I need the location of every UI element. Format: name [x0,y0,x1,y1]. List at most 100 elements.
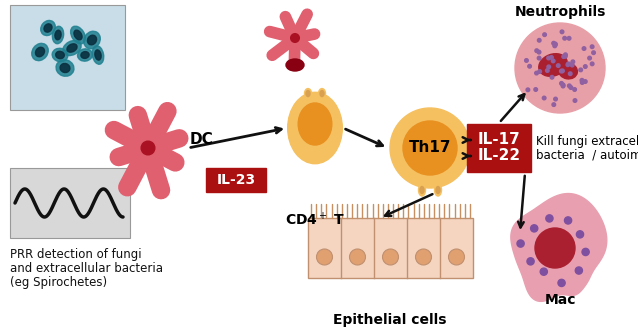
Circle shape [547,65,551,69]
Circle shape [552,103,556,107]
Circle shape [311,31,318,37]
Circle shape [537,39,541,42]
Circle shape [563,37,567,40]
Circle shape [590,62,594,66]
Text: DC: DC [190,133,214,147]
Circle shape [545,69,549,72]
Circle shape [558,279,565,286]
Circle shape [568,84,571,88]
Text: Mac: Mac [544,293,575,307]
Circle shape [109,126,119,135]
Circle shape [350,249,366,265]
Ellipse shape [78,49,93,61]
Ellipse shape [41,20,56,36]
Ellipse shape [74,30,82,40]
Circle shape [156,186,166,195]
Circle shape [534,88,538,91]
Circle shape [561,69,564,73]
FancyBboxPatch shape [308,218,473,278]
Ellipse shape [93,46,104,64]
Circle shape [551,59,555,63]
Polygon shape [511,194,607,302]
Circle shape [563,53,567,57]
Circle shape [562,55,565,58]
Ellipse shape [36,47,45,57]
Circle shape [531,225,538,232]
Circle shape [292,60,297,65]
Circle shape [568,72,572,75]
Circle shape [563,55,567,58]
Circle shape [163,107,172,116]
Circle shape [171,158,180,167]
Circle shape [582,47,586,50]
Circle shape [560,30,564,34]
Circle shape [449,249,464,265]
Circle shape [550,75,554,79]
Circle shape [517,240,524,247]
Ellipse shape [52,26,64,44]
Circle shape [540,268,547,275]
Circle shape [552,42,556,45]
Ellipse shape [52,48,68,62]
Circle shape [267,29,272,35]
Circle shape [580,78,584,82]
Circle shape [567,37,571,40]
Circle shape [584,65,587,68]
Circle shape [515,23,605,113]
Circle shape [131,131,165,165]
FancyBboxPatch shape [10,5,125,110]
Ellipse shape [63,41,81,56]
Circle shape [566,63,570,67]
Text: Th17: Th17 [409,140,451,155]
Ellipse shape [87,35,96,45]
Circle shape [543,33,546,37]
Ellipse shape [286,59,304,71]
Circle shape [575,267,582,274]
FancyBboxPatch shape [467,124,531,172]
Circle shape [553,44,556,48]
Ellipse shape [288,92,343,164]
Circle shape [570,63,574,67]
Text: PRR detection of fungi: PRR detection of fungi [10,248,142,261]
Ellipse shape [538,54,567,76]
Circle shape [579,68,582,72]
Ellipse shape [436,187,440,194]
Circle shape [304,11,310,17]
Ellipse shape [304,88,311,98]
Ellipse shape [67,44,77,52]
Circle shape [554,42,557,46]
Text: and extracellular bacteria: and extracellular bacteria [10,262,163,275]
Ellipse shape [71,26,85,44]
Circle shape [565,217,572,224]
Circle shape [311,51,316,56]
Circle shape [415,249,431,265]
Circle shape [542,96,546,100]
Circle shape [383,249,399,265]
Circle shape [560,69,563,73]
Ellipse shape [420,187,424,194]
Ellipse shape [55,30,61,40]
Circle shape [403,121,457,175]
Text: Kill fungi extracellular: Kill fungi extracellular [536,135,638,148]
Circle shape [590,45,594,49]
Circle shape [560,82,563,85]
Circle shape [535,49,538,53]
Circle shape [546,215,553,222]
Circle shape [175,134,184,143]
Circle shape [390,108,470,188]
Ellipse shape [56,51,64,59]
Text: Neutrophils: Neutrophils [514,5,605,19]
Circle shape [592,51,595,55]
Circle shape [114,152,123,161]
Ellipse shape [44,24,52,32]
Ellipse shape [60,63,70,73]
Circle shape [554,97,558,101]
Circle shape [122,183,132,192]
Circle shape [538,70,542,73]
Circle shape [316,249,332,265]
Circle shape [527,258,534,265]
FancyBboxPatch shape [10,168,130,238]
Ellipse shape [434,184,441,196]
Circle shape [526,88,530,91]
Text: bacteria  / autoimmunity: bacteria / autoimmunity [536,149,638,162]
